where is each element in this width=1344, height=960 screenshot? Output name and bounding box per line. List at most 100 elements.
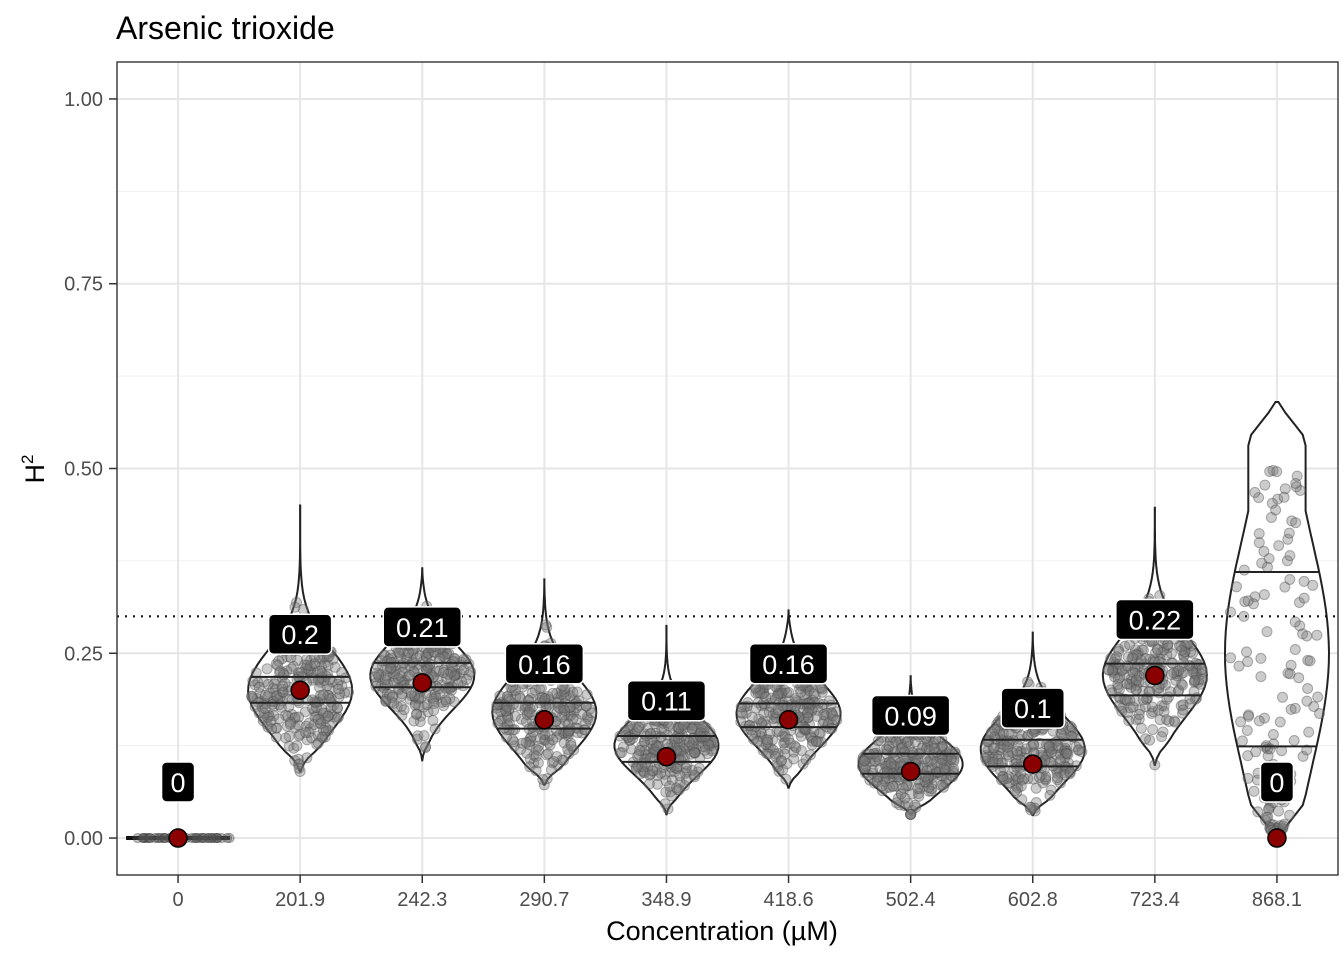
data-point <box>156 833 167 844</box>
data-point <box>373 671 385 683</box>
data-point <box>145 833 156 844</box>
data-point <box>1123 715 1135 727</box>
data-point <box>385 649 397 661</box>
data-point <box>315 714 327 726</box>
data-point <box>332 711 344 723</box>
data-point <box>663 720 675 732</box>
estimate-label: 0.1 <box>1014 694 1052 724</box>
data-point <box>539 734 551 746</box>
data-point <box>289 712 301 724</box>
data-point <box>284 718 296 730</box>
data-point <box>532 757 544 769</box>
data-point <box>616 747 628 759</box>
data-point <box>152 833 163 844</box>
data-point <box>408 715 420 727</box>
data-point <box>1289 616 1301 628</box>
data-point <box>504 695 516 707</box>
y-tick-label: 0.00 <box>64 828 103 850</box>
data-point <box>409 699 421 711</box>
data-point <box>197 833 208 844</box>
data-point <box>270 675 281 687</box>
data-point <box>1290 478 1302 489</box>
data-point <box>317 724 329 736</box>
data-point <box>304 665 316 677</box>
data-point <box>320 725 332 737</box>
data-point <box>270 683 281 695</box>
data-point <box>902 736 913 748</box>
data-point <box>502 710 513 722</box>
data-point <box>780 773 792 785</box>
data-point <box>286 708 298 720</box>
data-point <box>562 743 574 755</box>
data-point <box>310 702 322 713</box>
data-point <box>530 684 541 696</box>
data-point <box>1158 706 1170 718</box>
data-point <box>568 744 580 756</box>
data-point <box>291 740 303 752</box>
data-point <box>644 769 656 781</box>
data-point <box>420 650 432 662</box>
data-point <box>746 711 758 723</box>
data-point <box>520 716 532 728</box>
data-point <box>510 691 522 703</box>
data-point <box>440 694 452 706</box>
data-point <box>413 700 425 712</box>
data-point <box>928 742 940 754</box>
data-point <box>458 664 470 676</box>
data-point <box>439 651 451 663</box>
data-point <box>1241 725 1253 736</box>
data-point <box>582 713 594 725</box>
data-point <box>292 719 304 731</box>
data-point <box>1177 704 1189 716</box>
data-point <box>645 728 656 740</box>
data-point <box>1124 639 1136 651</box>
data-point <box>521 709 533 720</box>
data-point <box>447 656 459 668</box>
data-point <box>222 833 233 844</box>
data-point <box>300 720 312 732</box>
data-point <box>271 690 283 702</box>
data-point <box>293 753 304 765</box>
data-point <box>397 666 409 678</box>
data-point <box>331 702 343 714</box>
data-point <box>909 799 921 811</box>
data-point <box>1249 486 1261 498</box>
data-point <box>307 672 319 684</box>
data-point <box>449 669 460 681</box>
data-point <box>392 682 404 694</box>
data-point <box>270 731 282 743</box>
data-point <box>528 749 540 761</box>
data-point <box>674 770 686 782</box>
data-point <box>410 697 422 709</box>
estimate-label: 0.21 <box>396 613 449 643</box>
data-point <box>391 701 403 712</box>
data-point <box>283 730 295 742</box>
data-point <box>404 669 416 681</box>
data-point <box>339 687 351 699</box>
data-point <box>322 710 334 722</box>
data-point <box>343 686 355 698</box>
data-point <box>273 713 285 725</box>
data-point <box>528 757 540 769</box>
data-point <box>530 750 542 762</box>
data-point <box>897 782 909 794</box>
data-point <box>380 695 392 707</box>
data-point <box>500 705 512 717</box>
data-point <box>319 731 331 743</box>
data-point <box>428 704 440 716</box>
estimate-point <box>900 761 921 782</box>
data-point <box>371 659 383 671</box>
data-point <box>1243 710 1254 722</box>
data-point <box>327 654 339 665</box>
data-point <box>369 671 381 683</box>
data-point <box>858 755 870 767</box>
data-point <box>264 687 276 699</box>
data-point <box>316 731 328 743</box>
data-point <box>191 833 202 844</box>
data-point <box>633 721 645 733</box>
data-point <box>1284 809 1295 821</box>
data-point <box>509 740 520 752</box>
data-point <box>267 682 279 694</box>
data-point <box>567 713 579 725</box>
data-point <box>515 743 527 755</box>
